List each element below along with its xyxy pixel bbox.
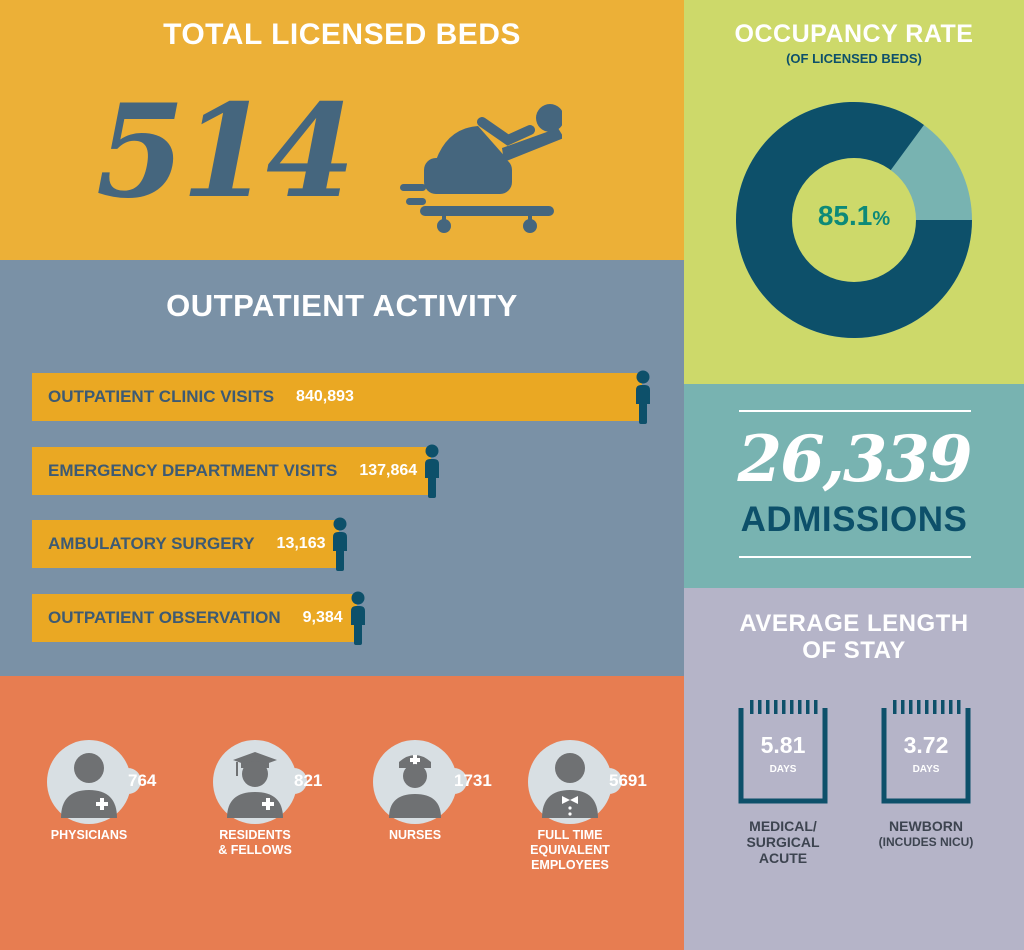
staff-count-bubble bbox=[281, 768, 307, 794]
staff-count: 764 bbox=[128, 771, 157, 790]
admissions-label: ADMISSIONS bbox=[740, 500, 968, 539]
person-icon bbox=[333, 517, 347, 571]
length-of-stay-title-line2: OF STAY bbox=[802, 637, 906, 664]
admissions-top-rule bbox=[739, 410, 971, 412]
person-icon bbox=[425, 444, 439, 498]
outpatient-bar-label: OUTPATIENT OBSERVATION bbox=[48, 607, 281, 627]
licensed-beds-count: 514 bbox=[96, 77, 355, 227]
outpatient-bar-value: 13,163 bbox=[276, 535, 326, 552]
staff-label: FULL TIME EQUIVALENT EMPLOYEES bbox=[500, 828, 640, 873]
admissions-bottom-rule bbox=[739, 556, 971, 558]
occupancy-percent: 85.1 bbox=[817, 200, 873, 231]
stay-value: 3.72 bbox=[903, 732, 949, 758]
staff-count: 1731 bbox=[454, 771, 492, 790]
stay-label-line: MEDICAL/ bbox=[749, 818, 817, 834]
stay-label-line: SURGICAL bbox=[746, 834, 820, 850]
outpatient-bar-label: AMBULATORY SURGERY bbox=[48, 534, 255, 553]
outpatient-title: OUTPATIENT ACTIVITY bbox=[166, 288, 518, 323]
occupancy-value: 85.1% bbox=[734, 200, 974, 232]
stay-value: 5.81 bbox=[760, 732, 806, 758]
length-of-stay-title-line1: AVERAGE LENGTH bbox=[739, 610, 969, 637]
calendar-icon: 3.72 DAYS bbox=[881, 700, 971, 804]
length-of-stay-panel: AVERAGE LENGTH OF STAY 5.81 DAYS MEDICAL/S… bbox=[684, 588, 1024, 950]
donut-hole bbox=[792, 158, 916, 282]
outpatient-bar-label: EMERGENCY DEPARTMENT VISITS bbox=[48, 460, 338, 480]
staff-label: RESIDENTS & FELLOWS bbox=[185, 828, 325, 858]
staff-label: PHYSICIANS bbox=[19, 828, 159, 843]
staff-count-bubble bbox=[115, 768, 141, 794]
stay-label-line: ACUTE bbox=[758, 850, 808, 866]
stay-label: NEWBORN (INCUDES NICU) bbox=[851, 818, 1001, 850]
stay-unit: DAYS bbox=[769, 764, 797, 775]
licensed-beds-panel: TOTAL LICENSED BEDS 514 bbox=[0, 0, 684, 260]
outpatient-bar: AMBULATORY SURGERY 13,163 bbox=[32, 520, 339, 568]
occupancy-donut-chart bbox=[736, 101, 972, 338]
staff-label-line: FULL TIME bbox=[537, 828, 603, 842]
staff-label-line: EMPLOYEES bbox=[531, 858, 609, 872]
outpatient-bar-label: OUTPATIENT CLINIC VISITS bbox=[48, 387, 275, 406]
nurse-icon bbox=[373, 740, 457, 824]
outpatient-bar-value: 9,384 bbox=[302, 608, 343, 626]
staff-count: 5691 bbox=[609, 771, 647, 790]
admissions-panel: 26,339 ADMISSIONS bbox=[684, 384, 1024, 588]
staff-count: 821 bbox=[294, 771, 323, 790]
staff-label: NURSES bbox=[345, 828, 485, 843]
calendar-icon: 5.81 DAYS bbox=[738, 700, 828, 804]
stay-label-line: (INCUDES NICU) bbox=[878, 835, 974, 849]
outpatient-bar-value: 137,864 bbox=[359, 461, 418, 479]
staff-label-line: EQUIVALENT bbox=[530, 843, 610, 857]
admissions-number: 26,339 bbox=[737, 422, 973, 497]
outpatient-panel: OUTPATIENT ACTIVITY OUTPATIENT CLINIC VI… bbox=[0, 260, 684, 676]
staff-count-bubble bbox=[441, 768, 467, 794]
occupancy-unit: % bbox=[872, 208, 891, 230]
calendar-frame bbox=[738, 700, 828, 804]
hospital-bed-icon bbox=[400, 104, 562, 233]
person-icon bbox=[636, 370, 650, 424]
graduate-icon bbox=[213, 740, 297, 824]
person-icon bbox=[351, 591, 365, 645]
length-of-stay-title: AVERAGE LENGTH OF STAY bbox=[684, 610, 1024, 664]
stay-label-line: NEWBORN bbox=[889, 818, 963, 834]
staff-label-line: NURSES bbox=[388, 828, 442, 842]
staff-label-line: RESIDENTS bbox=[219, 828, 291, 842]
outpatient-bar: EMERGENCY DEPARTMENT VISITS 137,864 bbox=[32, 446, 431, 495]
outpatient-bar: OUTPATIENT CLINIC VISITS 840,893 bbox=[32, 373, 642, 421]
staff-label-line: PHYSICIANS bbox=[50, 828, 128, 842]
staff-panel: 764 PHYSICIANS 821 RESIDENTS & FELLOWS 1731 NU… bbox=[0, 676, 684, 950]
calendar-frame bbox=[881, 700, 971, 804]
staff-count-bubble bbox=[596, 768, 622, 794]
physician-icon bbox=[47, 740, 131, 824]
occupancy-panel: OCCUPANCY RATE (OF LICENSED BEDS) 85.1% bbox=[684, 0, 1024, 384]
stay-label: MEDICAL/SURGICAL ACUTE bbox=[708, 818, 858, 866]
staff-label-line: & FELLOWS bbox=[218, 843, 292, 857]
licensed-beds-title: TOTAL LICENSED BEDS bbox=[163, 18, 521, 51]
outpatient-bar-value: 840,893 bbox=[296, 388, 354, 405]
outpatient-bar: OUTPATIENT OBSERVATION 9,384 bbox=[32, 593, 357, 642]
occupancy-title: OCCUPANCY RATE bbox=[734, 20, 974, 48]
occupancy-subtitle: (OF LICENSED BEDS) bbox=[786, 51, 922, 66]
stay-unit: DAYS bbox=[912, 764, 940, 775]
employee-icon bbox=[528, 740, 612, 824]
